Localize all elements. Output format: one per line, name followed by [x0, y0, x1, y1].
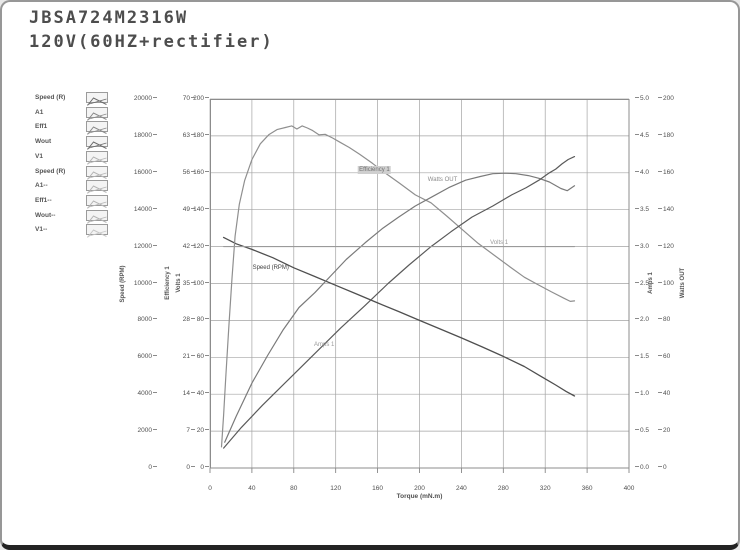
- y-tick-volts: 80: [167, 316, 209, 324]
- y-tick-speed: 6000: [115, 353, 157, 361]
- y-tick-watts: 80: [658, 316, 688, 324]
- curve-label-volts: Volts 1: [490, 239, 509, 246]
- y-axis-title-watts: Watts OUT: [680, 267, 686, 299]
- x-tick-label: 120: [330, 485, 342, 492]
- y-axis-title-speed: Speed (RPM): [120, 265, 126, 303]
- y-tick-volts: 140: [167, 206, 209, 214]
- plot-frame: [210, 99, 630, 469]
- y-tick-speed: 4000: [115, 390, 157, 398]
- y-tick-watts: 20: [658, 427, 688, 435]
- y-tick-speed: 8000: [115, 316, 157, 324]
- curve-sample-icon: [86, 165, 108, 180]
- curve-label-watts: Watts OUT: [427, 177, 458, 184]
- y-tick-watts: 160: [658, 169, 688, 177]
- curve-sample-icon: [86, 136, 108, 150]
- curve-speed: [222, 236, 576, 397]
- y-tick-volts: 20: [167, 427, 209, 435]
- x-tick-label: 40: [248, 485, 256, 492]
- curve-efficiency: [220, 125, 576, 448]
- y-tick-amps: 2.5: [635, 280, 665, 288]
- y-tick-amps: 0.5: [635, 427, 665, 435]
- x-tick-label: 200: [414, 485, 425, 492]
- curve-label-efficiency: Efficiency 1: [358, 166, 391, 175]
- y-tick-volts: 60: [167, 353, 209, 361]
- y-tick-amps: 4.0: [635, 169, 665, 177]
- legend-item-label: V1--: [35, 226, 48, 234]
- legend-item-label: Speed (R): [35, 167, 66, 175]
- y-axis-title-efficiency: Efficiency 1: [165, 266, 171, 300]
- y-tick-watts: 60: [658, 353, 688, 361]
- y-tick-volts: 40: [167, 390, 209, 398]
- y-tick-amps: 5.0: [635, 95, 665, 103]
- y-tick-amps: 0.0: [635, 464, 665, 472]
- y-tick-watts: 200: [658, 95, 688, 103]
- y-tick-amps: 2.0: [635, 316, 665, 324]
- y-tick-watts: 120: [658, 243, 688, 251]
- legend-item-label: Wout--: [35, 211, 56, 219]
- y-axis-title-amps: Amps 1: [648, 272, 654, 294]
- y-tick-watts: 100: [658, 280, 688, 288]
- y-tick-volts: 120: [167, 243, 209, 251]
- y-tick-volts: 200: [167, 95, 209, 103]
- y-tick-speed: 20000: [115, 95, 157, 103]
- y-tick-speed: 2000: [115, 427, 157, 435]
- y-tick-speed: 18000: [115, 132, 157, 140]
- y-tick-watts: 40: [658, 390, 688, 398]
- curve-sample-icon: [86, 224, 108, 239]
- y-tick-amps: 4.5: [635, 132, 665, 140]
- y-tick-speed: 14000: [115, 206, 157, 214]
- y-tick-amps: 1.5: [635, 353, 665, 361]
- y-tick-speed: 10000: [115, 280, 157, 288]
- curve-sample-icon: [86, 121, 108, 136]
- curve-sample-icon: [86, 209, 108, 224]
- curve-amps: [223, 156, 576, 449]
- y-tick-volts: 0: [167, 464, 209, 472]
- x-tick-label: 160: [372, 485, 384, 492]
- y-tick-speed: 12000: [115, 243, 157, 251]
- legend-item-label: Eff1--: [35, 196, 52, 204]
- y-tick-watts: 140: [658, 206, 688, 214]
- legend-item-label: V1: [35, 152, 43, 160]
- curve-watts: [224, 172, 576, 443]
- x-tick-label: 280: [497, 485, 509, 492]
- curve-sample-icon: [86, 194, 108, 209]
- x-tick-label: 320: [539, 485, 551, 492]
- legend-item-label: Wout: [35, 138, 52, 146]
- y-tick-watts: 180: [658, 132, 688, 140]
- x-tick-label: 360: [581, 485, 593, 492]
- curve-sample-icon: [86, 106, 108, 121]
- y-tick-volts: 180: [167, 132, 209, 140]
- curve-sample-icon: [86, 92, 108, 106]
- y-tick-volts: 160: [167, 169, 209, 177]
- x-tick-label: 80: [290, 485, 298, 492]
- y-tick-watts: 0: [658, 464, 688, 472]
- legend-item-label: A1--: [35, 182, 48, 190]
- y-tick-amps: 1.0: [635, 390, 665, 398]
- curve-label-amps: Amps 1: [314, 341, 335, 348]
- x-tick-label: 0: [208, 485, 212, 492]
- y-tick-amps: 3.0: [635, 243, 665, 251]
- x-tick-label: 240: [455, 485, 467, 492]
- y-tick-speed: 16000: [115, 169, 157, 177]
- y-tick-amps: 3.5: [635, 206, 665, 214]
- model-number: JBSA724M2316W: [29, 8, 189, 28]
- legend-item-label: Eff1: [35, 123, 48, 131]
- curve-sample-icon: [86, 180, 108, 194]
- legend-item-label: A1: [35, 108, 44, 116]
- x-axis-title: Torque (mN.m): [396, 493, 443, 500]
- voltage-spec: 120V(60HZ+rectifier): [29, 32, 274, 52]
- plot-area: [209, 98, 630, 473]
- legend-item-label: Speed (R): [35, 94, 66, 101]
- curve-label-speed: Speed (RPM): [252, 264, 289, 271]
- y-axis-title-volts: Volts 1: [176, 273, 182, 293]
- y-tick-volts: 100: [167, 280, 209, 288]
- y-tick-speed: 0: [115, 464, 157, 472]
- curve-sample-icon: [86, 150, 108, 165]
- x-tick-label: 400: [623, 485, 635, 492]
